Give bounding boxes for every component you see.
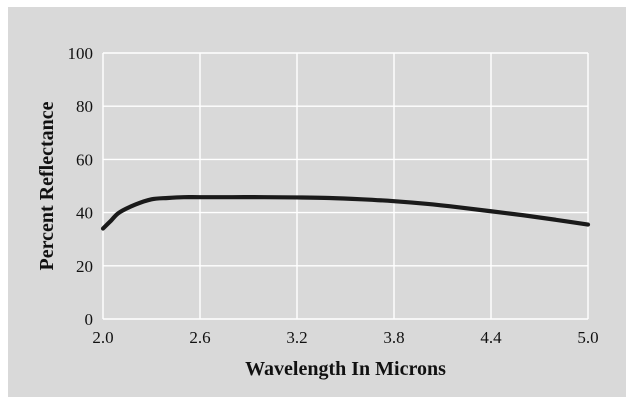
x-axis-label: Wavelength In Microns <box>245 358 446 380</box>
y-axis-label: Percent Reflectance <box>36 101 58 270</box>
y-tick-label: 80 <box>76 97 93 116</box>
series-layer <box>100 195 591 231</box>
y-tick-label: 0 <box>85 310 94 329</box>
y-tick-label: 100 <box>68 44 94 63</box>
y-tick-label: 40 <box>76 204 93 223</box>
series-line-0 <box>100 195 591 231</box>
x-tick-label: 2.6 <box>189 328 210 347</box>
reflectance-chart: 0 20 40 60 80 100 2.0 2.6 3.2 3.8 4.4 5.0 Waveleng… <box>8 7 626 397</box>
chart-panel: 0 20 40 60 80 100 2.0 2.6 3.2 3.8 4.4 5.0 Waveleng… <box>8 7 626 397</box>
x-tick-label: 2.0 <box>92 328 113 347</box>
x-tick-label: 5.0 <box>577 328 598 347</box>
y-tick-labels: 0 20 40 60 80 100 <box>68 44 94 329</box>
x-tick-label: 3.2 <box>286 328 307 347</box>
plot-area <box>103 53 588 319</box>
y-tick-label: 60 <box>76 150 93 169</box>
grid-lines <box>102 52 589 320</box>
x-tick-labels: 2.0 2.6 3.2 3.8 4.4 5.0 <box>92 328 598 347</box>
x-tick-label: 4.4 <box>480 328 502 347</box>
y-tick-label: 20 <box>76 257 93 276</box>
x-tick-label: 3.8 <box>383 328 404 347</box>
